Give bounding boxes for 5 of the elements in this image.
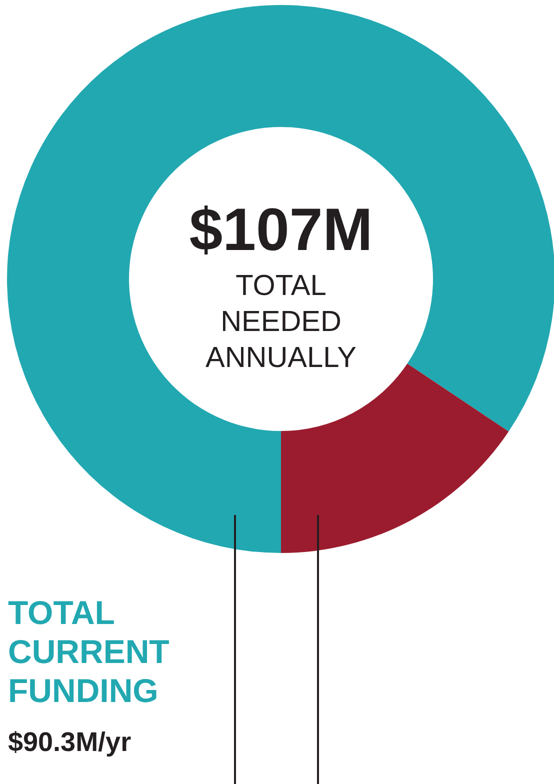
text: $107M	[189, 196, 373, 263]
donut-slice	[7, 5, 554, 553]
data-label: $90.3M/yr	[8, 727, 132, 757]
text: TOTAL NEEDED ANNUALLY	[206, 270, 356, 374]
slice-label: TOTAL CURRENT FUNDING	[8, 594, 170, 709]
